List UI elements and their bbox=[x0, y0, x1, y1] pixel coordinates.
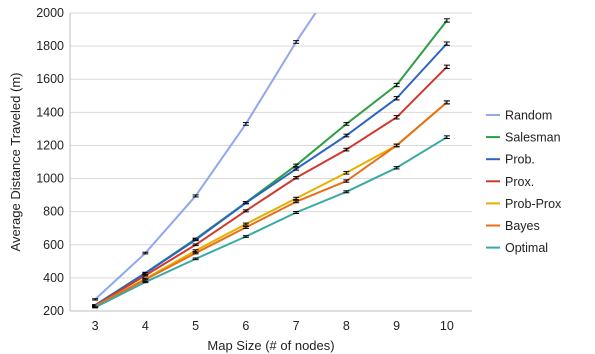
series-layer bbox=[92, 13, 450, 309]
legend-item: Optimal bbox=[486, 241, 548, 255]
x-tick-label: 5 bbox=[192, 319, 199, 333]
series-line bbox=[94, 136, 448, 309]
error-bar bbox=[393, 166, 400, 170]
y-tick-label: 200 bbox=[43, 304, 64, 318]
legend-label: Bayes bbox=[505, 219, 540, 233]
error-bar bbox=[192, 194, 199, 198]
error-bar bbox=[343, 147, 350, 152]
error-bar bbox=[192, 238, 199, 242]
y-tick-label: 1200 bbox=[36, 138, 64, 152]
error-bar bbox=[343, 133, 350, 138]
error-bar bbox=[293, 200, 300, 204]
y-tick-label: 1800 bbox=[36, 39, 64, 53]
y-axis-title: Average Distance Traveled (m) bbox=[8, 73, 23, 252]
axes bbox=[69, 13, 472, 312]
error-bar bbox=[142, 274, 149, 277]
legend-label: Prox. bbox=[505, 175, 534, 189]
error-bar bbox=[192, 251, 199, 255]
y-tick-label: 1600 bbox=[36, 72, 64, 86]
series-salesman bbox=[92, 18, 450, 307]
series-line bbox=[94, 101, 448, 308]
error-bar bbox=[343, 190, 350, 194]
series-line bbox=[94, 66, 448, 307]
error-bar bbox=[242, 209, 249, 213]
x-tick-label: 3 bbox=[92, 319, 99, 333]
error-bar bbox=[142, 251, 149, 255]
series-optimal bbox=[92, 135, 450, 309]
error-bar bbox=[242, 122, 249, 126]
legend: Random Salesman Prob. Prox. Prob-Prox Bayes Op… bbox=[486, 109, 562, 255]
error-bar bbox=[443, 135, 450, 139]
error-bar bbox=[393, 82, 400, 88]
y-tick-label: 1000 bbox=[36, 172, 64, 186]
error-bar bbox=[443, 41, 450, 46]
error-bar bbox=[393, 96, 400, 101]
error-bar bbox=[242, 222, 249, 226]
error-bar bbox=[92, 306, 99, 309]
series-line bbox=[94, 42, 448, 307]
y-tick-label: 400 bbox=[43, 271, 64, 285]
series-line bbox=[94, 13, 317, 301]
y-tick-label: 2000 bbox=[36, 6, 64, 20]
y-tick-label: 600 bbox=[43, 238, 64, 252]
legend-label: Random bbox=[505, 109, 552, 123]
legend-item: Prox. bbox=[486, 175, 534, 189]
legend-item: Prob-Prox bbox=[486, 197, 562, 211]
error-bar bbox=[192, 257, 199, 261]
legend-item: Random bbox=[486, 109, 552, 123]
error-bar bbox=[443, 64, 450, 69]
error-bar bbox=[343, 170, 350, 175]
legend-label: Salesman bbox=[505, 131, 561, 145]
y-tick-label: 800 bbox=[43, 205, 64, 219]
x-tick-label: 7 bbox=[293, 319, 300, 333]
error-bar bbox=[293, 163, 300, 167]
error-bar bbox=[293, 176, 300, 180]
x-tick-labels: 3 4 5 6 7 8 9 10 bbox=[92, 319, 454, 333]
error-bar bbox=[293, 211, 300, 214]
x-tick-label: 9 bbox=[393, 319, 400, 333]
series-line bbox=[94, 19, 448, 307]
legend-label: Optimal bbox=[505, 241, 548, 255]
error-bar bbox=[242, 225, 249, 229]
legend-item: Salesman bbox=[486, 131, 561, 145]
y-tick-labels: 200 400 600 800 1000 1200 1400 1600 1800 2000 bbox=[36, 6, 64, 318]
error-bar bbox=[92, 298, 99, 301]
error-bar bbox=[443, 100, 450, 105]
legend-label: Prob. bbox=[505, 153, 535, 167]
y-tick-label: 1400 bbox=[36, 105, 64, 119]
error-bar bbox=[192, 243, 199, 247]
error-bar bbox=[443, 18, 450, 23]
error-bar bbox=[393, 115, 400, 120]
legend-label: Prob-Prox bbox=[505, 197, 562, 211]
x-axis-title: Map Size (# of nodes) bbox=[207, 338, 334, 353]
legend-item: Bayes bbox=[486, 219, 540, 233]
error-bar bbox=[343, 122, 350, 126]
error-bar bbox=[242, 201, 249, 205]
x-tick-label: 6 bbox=[242, 319, 249, 333]
error-bar bbox=[293, 40, 300, 44]
error-bar bbox=[242, 235, 249, 238]
series-bayes bbox=[92, 100, 450, 308]
error-bar bbox=[293, 196, 300, 201]
error-bar bbox=[293, 167, 300, 171]
error-bar bbox=[343, 179, 350, 183]
legend-item: Prob. bbox=[486, 153, 535, 167]
x-tick-label: 8 bbox=[343, 319, 350, 333]
x-tick-label: 4 bbox=[142, 319, 149, 333]
series-random bbox=[92, 13, 317, 301]
error-bar bbox=[393, 143, 400, 148]
x-tick-label: 10 bbox=[440, 319, 454, 333]
error-bar bbox=[142, 280, 149, 284]
series-prox- bbox=[92, 64, 450, 307]
